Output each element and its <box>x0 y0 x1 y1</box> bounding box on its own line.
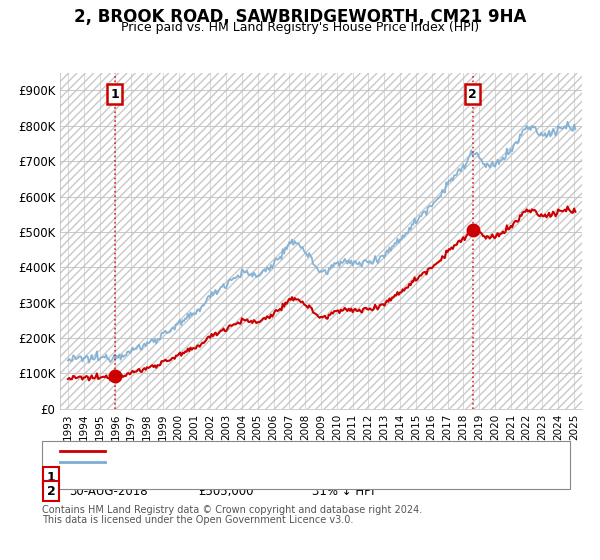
Text: This data is licensed under the Open Government Licence v3.0.: This data is licensed under the Open Gov… <box>42 515 353 525</box>
Text: 30-AUG-2018: 30-AUG-2018 <box>69 484 148 498</box>
Text: Price paid vs. HM Land Registry's House Price Index (HPI): Price paid vs. HM Land Registry's House … <box>121 21 479 34</box>
Text: £93,000: £93,000 <box>198 470 246 484</box>
Text: Contains HM Land Registry data © Crown copyright and database right 2024.: Contains HM Land Registry data © Crown c… <box>42 505 422 515</box>
Bar <box>60 73 582 409</box>
Text: 2, BROOK ROAD, SAWBRIDGEWORTH, CM21 9HA (detached house): 2, BROOK ROAD, SAWBRIDGEWORTH, CM21 9HA … <box>111 446 485 456</box>
Text: 19-DEC-1995: 19-DEC-1995 <box>69 470 148 484</box>
Text: HPI: Average price, detached house, East Hertfordshire: HPI: Average price, detached house, East… <box>111 457 419 467</box>
Text: 1: 1 <box>47 470 55 484</box>
Text: 32% ↓ HPI: 32% ↓ HPI <box>312 470 374 484</box>
Text: 2: 2 <box>47 484 55 498</box>
Text: 31% ↓ HPI: 31% ↓ HPI <box>312 484 374 498</box>
Text: £505,000: £505,000 <box>198 484 254 498</box>
Text: 2, BROOK ROAD, SAWBRIDGEWORTH, CM21 9HA: 2, BROOK ROAD, SAWBRIDGEWORTH, CM21 9HA <box>74 8 526 26</box>
Text: 2: 2 <box>468 87 477 101</box>
Text: 1: 1 <box>110 87 119 101</box>
